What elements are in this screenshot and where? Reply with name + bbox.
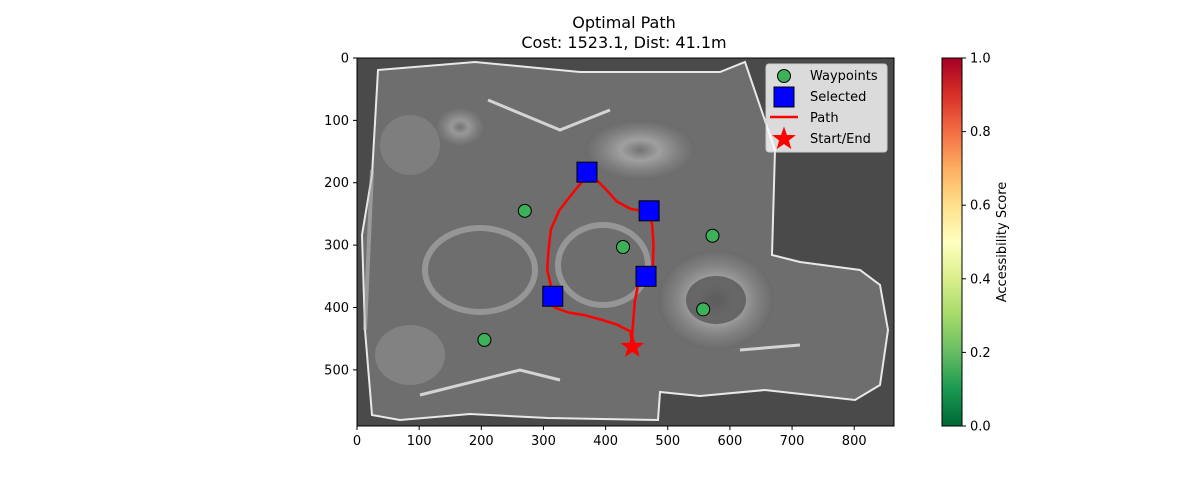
waypoint-marker (517, 203, 532, 218)
waypoint-layer (477, 203, 720, 347)
waypoint-marker (477, 332, 492, 347)
legend-start-marker (772, 126, 796, 150)
x-tick-label: 700 (780, 434, 805, 449)
x-tick-label: 300 (531, 434, 556, 449)
y-tick-label: 200 (324, 176, 349, 191)
colorbar-tick-label: 0.2 (970, 346, 991, 361)
legend: Waypoints Selected Path Start/End (765, 63, 888, 153)
y-tick-label: 300 (324, 239, 349, 254)
y-axis: 0 100 200 300 400 500 (324, 52, 357, 378)
colorbar-bar (941, 57, 963, 427)
x-tick-label: 500 (655, 434, 680, 449)
colorbar-tick-label: 0.0 (970, 420, 991, 435)
chart-title: Optimal Path (572, 13, 676, 32)
start-end-marker (620, 334, 645, 357)
legend-waypoints-label: Waypoints (810, 69, 878, 84)
selected-marker (542, 285, 564, 307)
selected-marker (576, 161, 598, 183)
y-tick-label: 0 (341, 52, 349, 67)
legend-path-label: Path (810, 111, 839, 126)
colorbar-tick-label: 0.6 (970, 199, 991, 214)
start-layer (620, 334, 645, 357)
colorbar: 0.0 0.2 0.4 0.6 0.8 1.0 Accessibility Score (941, 52, 1010, 435)
legend-start-label: Start/End (810, 132, 871, 147)
x-tick-label: 100 (407, 434, 432, 449)
legend-selected-label: Selected (810, 90, 866, 105)
waypoint-marker (616, 239, 631, 254)
legend-selected-marker (773, 86, 795, 108)
plot-frame (356, 57, 895, 427)
colorbar-ticks: 0.0 0.2 0.4 0.6 0.8 1.0 (962, 52, 991, 435)
x-tick-label: 200 (469, 434, 494, 449)
y-tick-label: 400 (324, 301, 349, 316)
colorbar-tick-label: 0.4 (970, 272, 991, 287)
x-tick-label: 600 (718, 434, 743, 449)
chart-subtitle: Cost: 1523.1, Dist: 41.1m (521, 33, 726, 52)
colorbar-tick-label: 0.8 (970, 125, 991, 140)
x-axis: 0 100 200 300 400 500 600 700 800 (353, 426, 867, 449)
selected-marker (638, 200, 660, 222)
y-tick-label: 100 (324, 114, 349, 129)
colorbar-label: Accessibility Score (995, 182, 1010, 303)
selected-layer (542, 161, 660, 307)
selected-marker (635, 265, 657, 287)
x-tick-label: 0 (353, 434, 361, 449)
x-tick-label: 800 (842, 434, 867, 449)
legend-waypoints-marker (777, 69, 791, 83)
x-tick-label: 400 (593, 434, 618, 449)
waypoint-marker (696, 302, 711, 317)
y-tick-label: 500 (324, 363, 349, 378)
waypoint-marker (705, 228, 720, 243)
colorbar-tick-label: 1.0 (970, 52, 991, 67)
